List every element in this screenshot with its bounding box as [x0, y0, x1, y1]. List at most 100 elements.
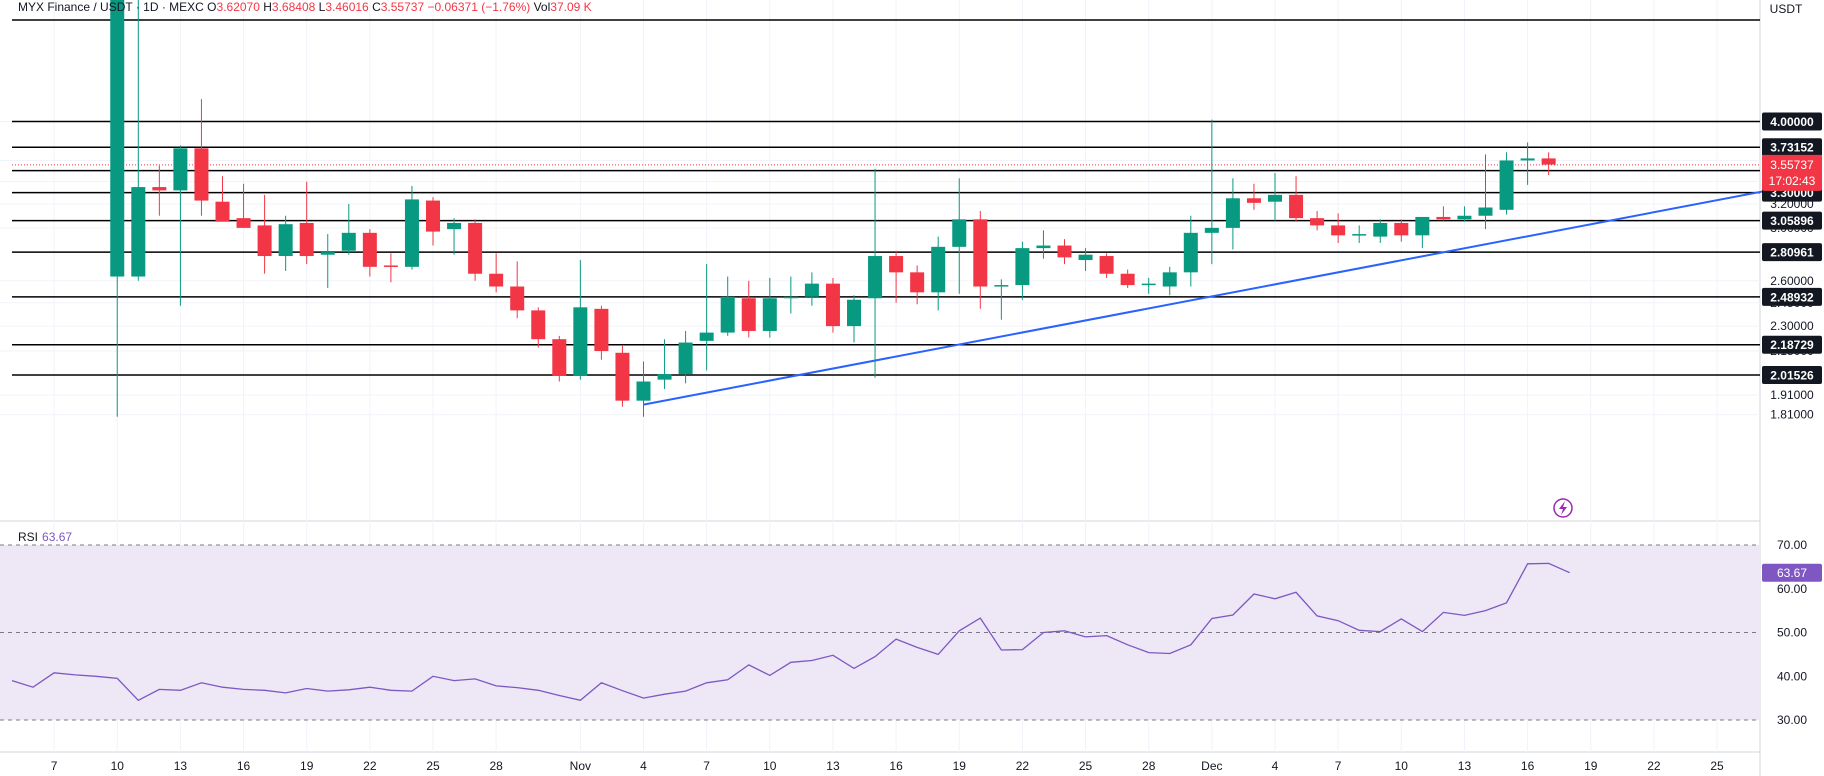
candle-body[interactable]	[320, 252, 335, 255]
time-tick-label: 22	[1647, 759, 1661, 773]
candle-body[interactable]	[1352, 234, 1367, 236]
price-tick-label: 1.81000	[1770, 408, 1814, 422]
candle-body[interactable]	[678, 342, 693, 375]
candle-body[interactable]	[1036, 245, 1051, 249]
candle-body[interactable]	[594, 308, 609, 352]
rsi-axis: 70.00 60.00 50.00 40.00 30.00 63.67	[1762, 538, 1822, 727]
candle-body[interactable]	[889, 256, 904, 273]
last-price-box	[1762, 154, 1822, 191]
candle-body[interactable]	[825, 283, 840, 327]
candle-body[interactable]	[868, 256, 883, 299]
candle-body[interactable]	[657, 374, 672, 380]
lightning-icon[interactable]	[1553, 498, 1573, 518]
candle-body[interactable]	[1225, 198, 1240, 228]
candle-body[interactable]	[1078, 254, 1093, 261]
candle-body[interactable]	[257, 225, 272, 257]
candle-body[interactable]	[1289, 194, 1304, 219]
time-tick-label: 25	[1710, 759, 1724, 773]
rsi-tick-label: 30.00	[1777, 713, 1807, 727]
candle-body[interactable]	[341, 232, 356, 251]
candle-body[interactable]	[404, 199, 419, 267]
price-tick-label: 2.60000	[1770, 274, 1814, 288]
candle-body[interactable]	[1415, 216, 1430, 236]
candle-body[interactable]	[447, 222, 462, 230]
candle-body[interactable]	[1541, 158, 1556, 165]
time-tick-label: 7	[703, 759, 710, 773]
candle-body[interactable]	[847, 299, 861, 327]
candle-body[interactable]	[1457, 215, 1472, 220]
change-value: −0.06371 (−1.76%)	[427, 0, 531, 14]
candle-body[interactable]	[552, 339, 567, 376]
candle-body[interactable]	[383, 265, 398, 267]
candle-body[interactable]	[1520, 158, 1535, 161]
time-tick-label: 16	[889, 759, 903, 773]
trendline[interactable]	[643, 187, 1781, 406]
candle-body[interactable]	[741, 298, 756, 331]
candle-body[interactable]	[804, 283, 819, 297]
last-price-label: 3.55737	[1770, 158, 1814, 172]
candle-body[interactable]	[362, 232, 377, 267]
candle-body[interactable]	[720, 296, 735, 333]
candle-body[interactable]	[531, 310, 546, 340]
time-tick-label: Nov	[570, 759, 591, 773]
candle-body[interactable]	[1331, 225, 1346, 236]
level-label: 3.05896	[1770, 214, 1814, 228]
candle-body[interactable]	[910, 272, 925, 293]
candle-body[interactable]	[783, 296, 798, 299]
time-tick-label: 13	[174, 759, 188, 773]
icons-layer	[1553, 498, 1573, 518]
candle-body[interactable]	[110, 0, 125, 277]
candle-body[interactable]	[1394, 222, 1409, 236]
candle-body[interactable]	[952, 219, 967, 247]
candle-body[interactable]	[1478, 207, 1493, 216]
time-tick-label: 4	[640, 759, 647, 773]
candle-body[interactable]	[994, 285, 1009, 287]
time-axis[interactable]: 7 10 13 16 19 22 25 28 Nov 4 7 10 13 16 19 22 25 28 Dec 4 7 1…	[51, 759, 1724, 773]
candle-body[interactable]	[1499, 160, 1514, 210]
candle-body[interactable]	[636, 381, 651, 401]
candle-body[interactable]	[1246, 198, 1261, 203]
candle-body[interactable]	[1120, 273, 1135, 286]
candle-body[interactable]	[194, 148, 209, 201]
close-value: 3.55737	[380, 0, 425, 14]
candle-body[interactable]	[1057, 245, 1072, 258]
candle-body[interactable]	[1015, 248, 1030, 286]
candle-body[interactable]	[468, 222, 483, 274]
price-axis[interactable]: 4.000003.600003.400003.200003.000002.600…	[1762, 112, 1822, 422]
candle-body[interactable]	[973, 219, 988, 287]
candle-body[interactable]	[1099, 256, 1114, 274]
candle-body[interactable]	[699, 332, 714, 341]
candle-body[interactable]	[278, 224, 293, 257]
candles-layer	[110, 0, 1556, 417]
candle-body[interactable]	[931, 246, 946, 293]
candle-body[interactable]	[236, 218, 251, 228]
candle-body[interactable]	[131, 187, 146, 277]
candle-body[interactable]	[615, 352, 630, 401]
volume-label: Vol	[533, 0, 551, 14]
candle-body[interactable]	[1204, 227, 1219, 233]
candle-body[interactable]	[489, 273, 504, 287]
candle-body[interactable]	[1373, 222, 1388, 237]
rsi-label[interactable]: RSI	[18, 530, 39, 544]
candle-body[interactable]	[573, 307, 588, 376]
time-tick-label: 16	[237, 759, 251, 773]
candle-body[interactable]	[215, 201, 230, 222]
candle-body[interactable]	[510, 286, 525, 311]
candle-body[interactable]	[1162, 272, 1177, 287]
candle-body[interactable]	[173, 148, 188, 191]
candle-body[interactable]	[1141, 283, 1156, 286]
candle-body[interactable]	[1436, 216, 1451, 220]
currency-unit[interactable]: USDT	[1769, 2, 1803, 16]
level-label: 4.00000	[1770, 115, 1814, 129]
candle-body[interactable]	[426, 200, 440, 232]
candle-body[interactable]	[152, 187, 167, 191]
candle-body[interactable]	[1268, 194, 1282, 202]
symbol-title[interactable]: MYX Finance / USDT · 1D · MEXC	[18, 0, 204, 14]
low-label: L	[318, 0, 326, 14]
candle-body[interactable]	[1310, 218, 1325, 226]
level-label-box	[1762, 112, 1822, 131]
candle-body[interactable]	[1183, 232, 1198, 273]
candle-body[interactable]	[299, 222, 314, 257]
candle-body[interactable]	[762, 298, 777, 331]
